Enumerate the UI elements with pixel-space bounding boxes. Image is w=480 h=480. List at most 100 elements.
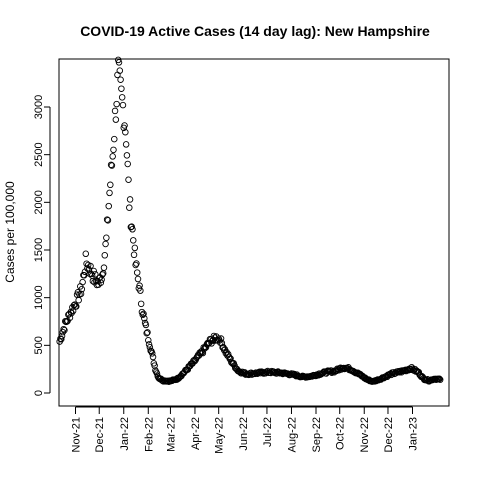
- data-point: [146, 344, 154, 351]
- data-point: [140, 310, 147, 318]
- x-tick-label: Nov-21: [71, 417, 83, 452]
- y-axis: 0 500 1000 1500 2000 2500 3000: [33, 95, 51, 396]
- data-point: [111, 107, 119, 115]
- y-axis-label: Cases per 100,000: [3, 181, 17, 283]
- x-tick-label: Nov-22: [359, 417, 371, 452]
- y-tick-label: 1500: [33, 238, 45, 262]
- data-point: [227, 355, 234, 362]
- data-points: [56, 56, 444, 385]
- data-point: [153, 370, 161, 377]
- data-point: [149, 353, 157, 361]
- data-point: [119, 101, 127, 109]
- data-point: [118, 94, 126, 101]
- data-point: [126, 196, 134, 203]
- x-tick-label: Oct-22: [335, 417, 347, 450]
- data-point: [60, 325, 67, 333]
- data-point: [104, 217, 112, 224]
- data-point: [105, 202, 112, 210]
- data-point: [90, 267, 97, 275]
- x-tick-label: Jun-22: [238, 417, 250, 451]
- data-point: [236, 368, 244, 376]
- data-point: [75, 296, 82, 304]
- data-point: [79, 278, 86, 286]
- x-tick-label: Dec-22: [383, 417, 395, 452]
- data-point: [122, 141, 130, 148]
- data-point: [111, 135, 118, 143]
- data-point: [92, 271, 99, 278]
- data-point: [207, 336, 215, 343]
- data-point: [112, 116, 120, 123]
- data-point: [137, 300, 145, 308]
- data-point: [102, 240, 109, 248]
- x-tick-label: Apr-22: [190, 417, 202, 450]
- data-point: [109, 153, 116, 160]
- data-point: [97, 279, 105, 286]
- y-tick-label: 3000: [33, 95, 45, 119]
- data-point: [128, 223, 135, 230]
- data-point: [218, 339, 226, 347]
- data-point: [115, 59, 123, 66]
- data-point: [118, 85, 125, 92]
- data-point: [145, 337, 152, 344]
- y-tick-label: 0: [33, 390, 45, 396]
- data-point: [145, 341, 153, 348]
- data-point: [436, 375, 443, 383]
- data-point: [107, 181, 114, 189]
- y-tick-label: 2500: [33, 142, 45, 166]
- data-point: [89, 277, 97, 285]
- data-point: [82, 250, 90, 258]
- y-tick-label: 2000: [33, 190, 45, 214]
- data-point: [133, 269, 141, 276]
- data-point: [113, 100, 120, 108]
- plot-frame: [58, 58, 450, 407]
- data-point: [122, 128, 129, 136]
- data-point: [117, 76, 124, 83]
- data-point: [129, 237, 137, 244]
- data-point: [78, 285, 86, 293]
- data-point: [123, 152, 131, 159]
- data-point: [136, 282, 143, 289]
- data-point: [144, 329, 151, 336]
- data-point: [139, 311, 146, 319]
- data-point: [151, 362, 158, 369]
- y-tick-label: 1000: [33, 285, 45, 309]
- x-tick-label: Feb-22: [143, 417, 155, 452]
- data-point: [108, 162, 116, 169]
- data-point: [107, 161, 115, 169]
- data-point: [217, 335, 225, 342]
- data-point: [58, 335, 65, 343]
- data-point: [125, 176, 132, 183]
- x-tick-label: Sep-22: [311, 417, 323, 452]
- data-point: [143, 329, 150, 337]
- data-point: [59, 328, 67, 336]
- x-tick-label: May-22: [214, 417, 226, 454]
- data-point: [101, 252, 109, 259]
- data-point: [220, 344, 227, 351]
- data-point: [436, 376, 444, 383]
- data-point: [103, 234, 110, 242]
- data-point: [205, 339, 213, 347]
- data-point: [141, 315, 148, 322]
- x-tick-label: Aug-22: [286, 417, 298, 452]
- data-point: [134, 275, 142, 283]
- data-point: [73, 303, 80, 310]
- data-point: [138, 308, 146, 316]
- data-point: [87, 262, 94, 270]
- data-point: [196, 349, 203, 356]
- y-tick-label: 500: [33, 336, 45, 354]
- x-tick-label: Dec-21: [94, 417, 106, 452]
- data-point: [61, 326, 68, 334]
- data-point: [152, 367, 159, 374]
- x-tick-label: Jul-22: [262, 417, 274, 447]
- data-point: [129, 226, 136, 233]
- data-point: [116, 67, 124, 74]
- data-point: [148, 350, 156, 357]
- data-point: [106, 189, 113, 197]
- data-point: [110, 146, 117, 154]
- data-point: [63, 318, 71, 325]
- data-point: [130, 251, 138, 259]
- x-axis: Nov-21 Dec-21 Jan-22 Feb-22 Mar-22 Apr-22 May-…: [71, 406, 420, 454]
- data-point: [124, 160, 131, 168]
- data-point: [142, 321, 150, 329]
